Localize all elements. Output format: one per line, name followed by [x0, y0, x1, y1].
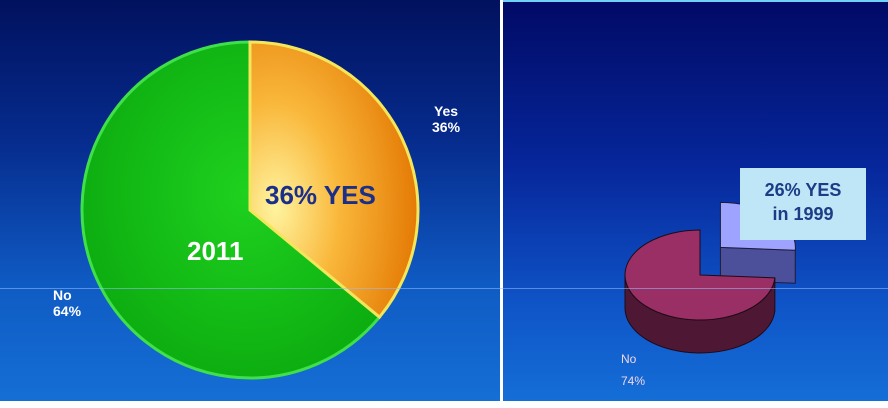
no-1999-label: No — [621, 352, 637, 366]
pie-2011-slice-yes — [248, 40, 420, 320]
callout-1999-line1: 26% YES — [764, 180, 842, 200]
yes-slice-label: Yes 36% — [432, 103, 460, 135]
no-slice-name: No — [53, 287, 72, 303]
callout-1999-box: 26% YES in 1999 — [740, 168, 866, 240]
no-slice-label: No 64% — [53, 287, 81, 319]
callout-1999-line2: in 1999 — [772, 204, 834, 224]
yes-slice-name: Yes — [433, 103, 459, 119]
no-1999-percent: 74% — [621, 374, 646, 388]
pie-1999-slice-no — [624, 229, 776, 321]
year-2011-text: 2011 — [187, 236, 244, 266]
yes-slice-percent: 36% — [432, 119, 461, 135]
highlight-yes-text: 36% YES — [265, 180, 376, 210]
pie-2011-slice-no — [80, 40, 382, 380]
no-slice-percent: 64% — [53, 303, 82, 319]
horizontal-divider — [0, 288, 888, 289]
bottom-margin — [0, 401, 888, 408]
